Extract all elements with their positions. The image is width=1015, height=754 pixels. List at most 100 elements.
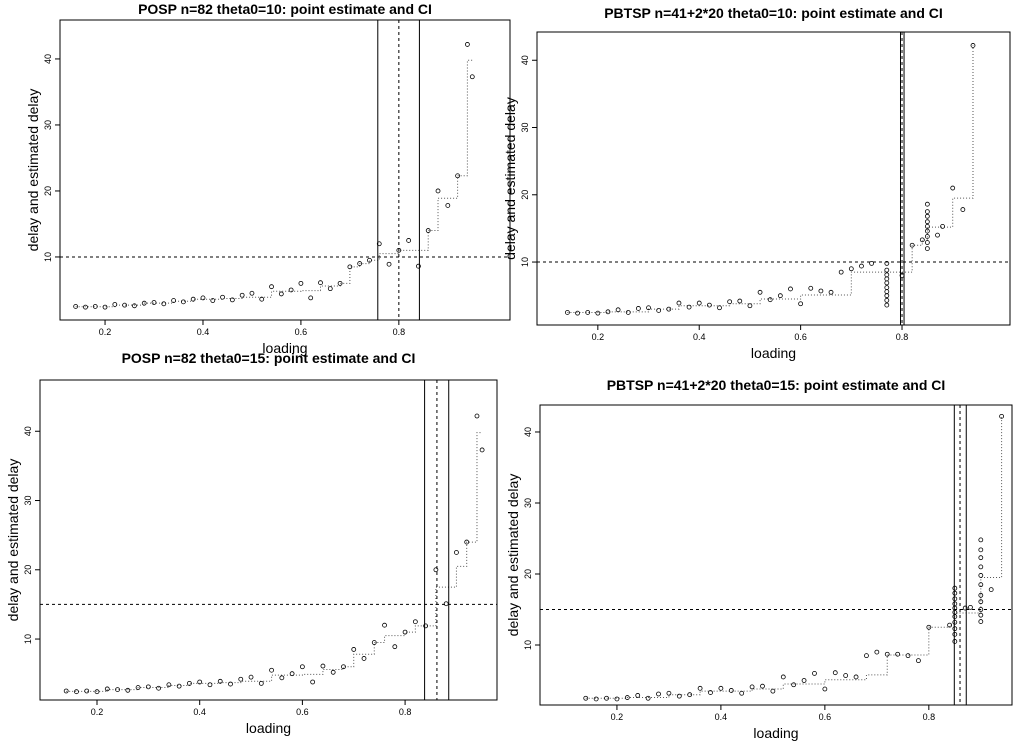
data-point	[402, 629, 408, 635]
data-point	[884, 272, 890, 278]
data-point	[228, 681, 233, 687]
fit-step-line	[75, 59, 473, 308]
data-point	[950, 185, 956, 191]
data-point	[947, 622, 953, 628]
data-point	[832, 670, 838, 676]
data-point	[289, 671, 295, 677]
data-point	[718, 685, 724, 691]
data-point	[708, 690, 713, 695]
data-point	[132, 303, 137, 309]
data-point	[308, 295, 314, 301]
data-point	[615, 307, 621, 313]
data-point	[952, 596, 958, 602]
data-point	[259, 296, 265, 302]
data-point	[884, 285, 890, 291]
data-point	[697, 685, 703, 691]
plot-area	[40, 380, 497, 700]
data-point	[406, 238, 412, 243]
data-point	[112, 302, 118, 307]
x-tick-label: 0.4	[197, 327, 210, 337]
data-point	[978, 599, 984, 605]
data-point	[341, 664, 346, 670]
data-point	[135, 685, 141, 690]
data-point	[978, 592, 984, 598]
data-point	[454, 550, 459, 555]
data-point	[479, 447, 485, 453]
data-point	[728, 688, 734, 693]
data-point	[924, 240, 930, 245]
data-point	[777, 293, 783, 299]
data-point	[676, 693, 682, 699]
data-point	[187, 680, 192, 686]
data-point	[614, 696, 620, 702]
x-tick-label: 0.2	[611, 712, 624, 722]
data-point	[686, 304, 692, 310]
data-point	[962, 605, 968, 611]
plot-area	[537, 32, 1010, 325]
data-point	[115, 687, 120, 693]
y-axis-label: delay and estimated delay	[502, 97, 518, 260]
data-point	[864, 653, 869, 659]
data-point	[464, 539, 470, 545]
data-point	[625, 310, 631, 315]
data-point	[884, 280, 890, 286]
data-point	[812, 671, 817, 676]
data-point	[593, 696, 599, 702]
data-point	[727, 299, 733, 305]
data-point	[818, 288, 824, 294]
chart-title: POSP n=82 theta0=10: point estimate and …	[138, 1, 432, 17]
data-point	[595, 310, 601, 316]
y-tick-label: 10	[523, 640, 533, 650]
y-tick-label: 40	[520, 55, 530, 65]
data-point	[905, 653, 911, 659]
x-tick-label: 0.2	[99, 327, 112, 337]
data-point	[808, 285, 814, 291]
data-point	[248, 674, 254, 680]
data-point	[635, 693, 641, 698]
data-point	[978, 573, 984, 578]
data-point	[952, 601, 958, 607]
data-point	[392, 644, 398, 650]
data-point	[585, 310, 591, 315]
data-point	[656, 691, 661, 697]
data-point	[327, 286, 333, 292]
data-point	[924, 201, 930, 207]
plot-frame	[59, 19, 511, 321]
data-point	[269, 284, 274, 290]
data-point	[455, 173, 461, 179]
data-point	[798, 301, 804, 307]
data-point	[258, 680, 264, 686]
data-point	[156, 685, 162, 691]
x-tick-label: 0.6	[794, 332, 807, 342]
x-tick-label: 0.8	[896, 332, 909, 342]
data-point	[207, 682, 213, 688]
data-point	[635, 306, 641, 311]
data-point	[386, 261, 392, 267]
data-point	[884, 651, 890, 657]
data-point	[924, 209, 930, 214]
y-tick-label: 20	[523, 569, 533, 579]
data-point	[935, 232, 940, 238]
data-point	[443, 601, 449, 607]
data-point	[952, 639, 958, 644]
data-point	[200, 295, 206, 301]
plot-frame	[536, 31, 1011, 326]
data-point	[217, 678, 223, 684]
data-point	[676, 300, 682, 306]
chart-title: POSP n=82 theta0=15: point estimate and …	[122, 350, 416, 366]
y-tick-label: 40	[43, 54, 53, 64]
data-point	[376, 241, 382, 247]
data-point	[151, 300, 157, 305]
data-point	[838, 269, 844, 275]
data-point	[666, 690, 672, 696]
y-tick-label: 10	[43, 252, 53, 262]
y-tick-label: 10	[23, 634, 33, 644]
data-point	[125, 687, 131, 693]
data-point	[848, 266, 854, 272]
data-point	[739, 690, 745, 696]
data-point	[412, 619, 418, 625]
data-point	[978, 582, 984, 588]
data-point	[884, 289, 890, 295]
data-point	[924, 223, 930, 229]
data-point	[760, 683, 765, 689]
